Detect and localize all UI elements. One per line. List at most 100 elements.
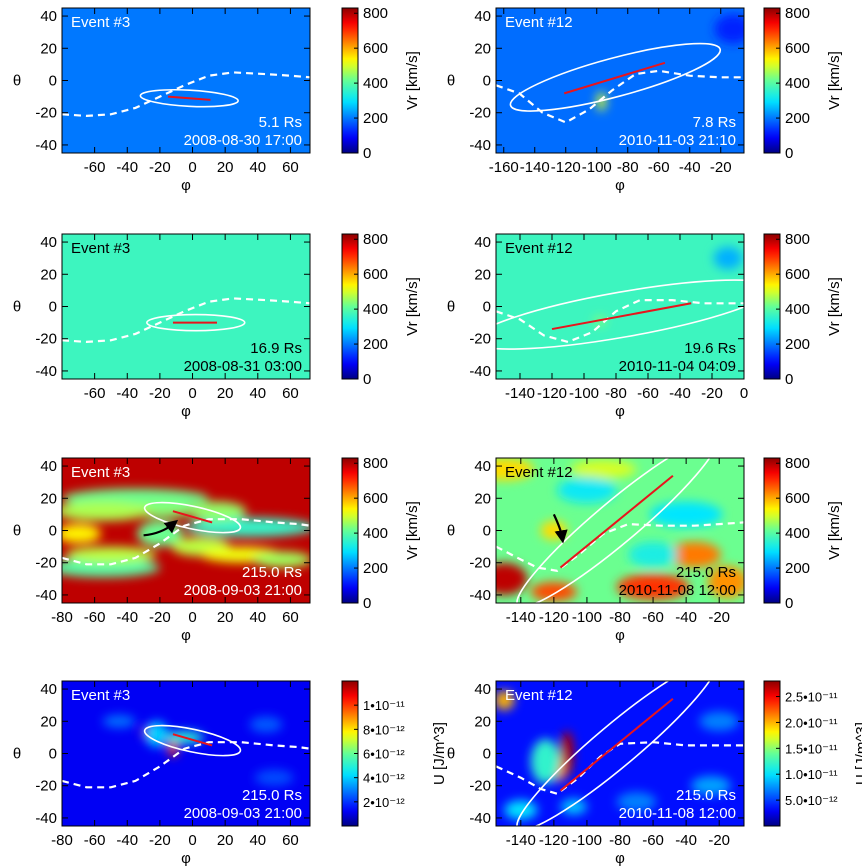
x-tick-label: 20 <box>217 832 234 849</box>
x-tick-label: 60 <box>282 832 299 849</box>
colorbar-tick-label: 800 <box>785 231 810 248</box>
x-tick-label: -60 <box>84 609 106 626</box>
y-tick-label: 20 <box>474 266 491 283</box>
heatmap-feature <box>187 501 247 521</box>
x-tick-label: -80 <box>605 385 627 402</box>
colorbar-tick-label: 800 <box>785 5 810 22</box>
distance-label: 215.0 Rs <box>676 564 736 581</box>
y-tick-label: -40 <box>35 587 57 604</box>
y-axis-label: θ <box>447 746 455 763</box>
y-tick-label: 0 <box>483 73 491 90</box>
y-tick-label: -40 <box>469 363 491 380</box>
colorbar-tick-label: 1.5•10⁻¹¹ <box>785 741 838 756</box>
event-label: Event #3 <box>71 464 130 481</box>
x-tick-label: -80 <box>51 832 73 849</box>
colorbar <box>763 7 781 154</box>
y-tick-label: 40 <box>40 681 57 698</box>
heatmap-feature <box>254 769 294 786</box>
x-tick-label: -60 <box>637 385 659 402</box>
x-tick-label: 60 <box>282 385 299 402</box>
colorbar <box>763 457 781 604</box>
cme-ellipse <box>509 42 722 112</box>
colorbar-tick-label: 400 <box>785 301 810 318</box>
cme-axis-line <box>172 510 213 524</box>
x-axis-label: φ <box>615 850 625 867</box>
colorbar-tick-label: 200 <box>363 560 388 577</box>
colorbar-tick-label: 8•10⁻¹² <box>363 722 405 737</box>
colorbar-tick-label: 0 <box>785 371 793 388</box>
y-tick-label: 40 <box>40 234 57 251</box>
current-sheet-line <box>62 741 310 789</box>
cme-axis-line <box>172 733 213 747</box>
x-tick-label: -40 <box>675 609 697 626</box>
y-axis-label: θ <box>13 299 21 316</box>
heatmap-feature <box>496 562 528 595</box>
heatmap-feature <box>628 541 678 568</box>
x-tick-label: -60 <box>642 609 664 626</box>
colorbar-tick-label: 200 <box>785 336 810 353</box>
x-tick-label: -120 <box>539 832 569 849</box>
colorbar-label: U [J/m^3] <box>853 722 862 785</box>
colorbar-tick-label: 1•10⁻¹¹ <box>363 698 405 713</box>
heatmap-feature <box>496 690 515 710</box>
colorbar-tick-label: 400 <box>363 525 388 542</box>
x-tick-label: -120 <box>551 159 581 176</box>
event-label: Event #12 <box>505 14 573 31</box>
y-tick-label: 40 <box>474 458 491 475</box>
colorbar-tick-label: 800 <box>363 455 388 472</box>
y-axis-label: θ <box>13 523 21 540</box>
cme-ellipse <box>496 279 744 350</box>
heatmap-feature <box>504 800 538 820</box>
y-axis-label: θ <box>13 746 21 763</box>
x-tick-label: -40 <box>116 385 138 402</box>
heatmap-background <box>62 8 310 153</box>
heatmap-feature <box>570 459 637 479</box>
colorbar <box>341 457 359 604</box>
x-tick-label: -100 <box>582 159 612 176</box>
x-tick-label: 0 <box>740 385 748 402</box>
heatmap-feature <box>62 557 160 578</box>
cme-ellipse <box>143 501 242 534</box>
x-tick-label: -40 <box>669 385 691 402</box>
x-tick-label: -80 <box>609 832 631 849</box>
date-label: 2008-08-30 17:00 <box>184 132 302 149</box>
heatmap-feature <box>252 551 310 568</box>
heatmap-feature <box>649 501 723 528</box>
heatmap-feature <box>62 501 152 521</box>
x-tick-label: 20 <box>217 159 234 176</box>
heatmap-feature <box>713 246 743 270</box>
colorbar-label: Vr [km/s] <box>404 277 421 336</box>
date-label: 2008-09-03 21:00 <box>184 582 302 599</box>
y-tick-label: -20 <box>469 331 491 348</box>
colorbar-tick-label: 400 <box>785 75 810 92</box>
x-axis-label: φ <box>181 627 191 644</box>
colorbar-tick-label: 800 <box>363 231 388 248</box>
x-tick-label: -80 <box>617 159 639 176</box>
y-axis-label: θ <box>447 73 455 90</box>
y-tick-label: 0 <box>49 299 57 316</box>
x-tick-label: -20 <box>708 832 730 849</box>
heatmap-feature <box>62 524 102 544</box>
y-tick-label: -20 <box>35 555 57 572</box>
colorbar-tick-label: 400 <box>785 525 810 542</box>
x-tick-label: -60 <box>84 159 106 176</box>
heatmap-feature <box>691 776 731 796</box>
current-sheet-line <box>62 518 310 566</box>
current-sheet-line <box>496 741 744 796</box>
y-tick-label: 40 <box>40 458 57 475</box>
cme-axis-line <box>167 95 211 101</box>
y-tick-label: -20 <box>35 331 57 348</box>
colorbar-label: Vr [km/s] <box>404 51 421 110</box>
date-label: 2010-11-08 12:00 <box>619 805 736 822</box>
cme-ellipse <box>139 88 239 108</box>
event-label: Event #3 <box>71 240 130 257</box>
cme-axis-line <box>551 302 692 331</box>
x-tick-label: 60 <box>282 609 299 626</box>
y-tick-label: -20 <box>35 778 57 795</box>
plot-area <box>62 234 310 379</box>
